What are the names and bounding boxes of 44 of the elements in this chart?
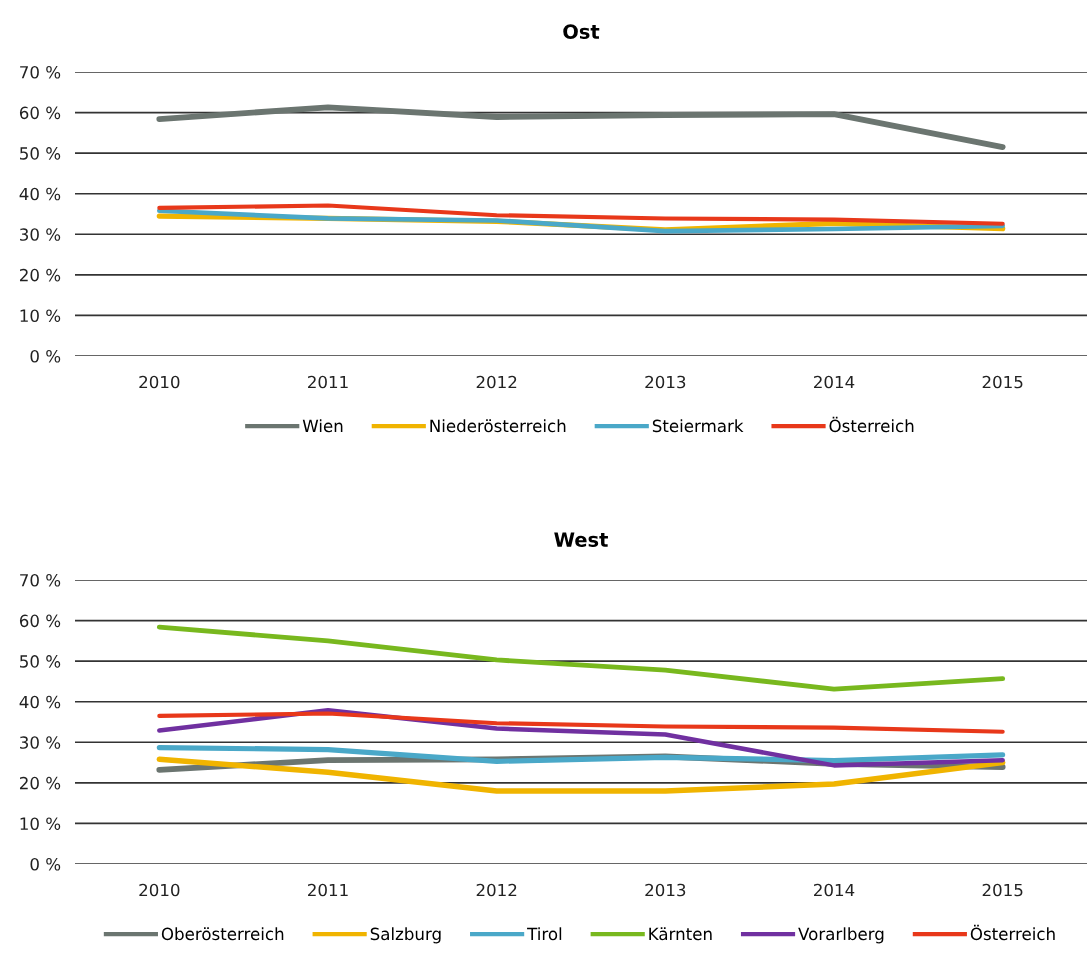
legend-label: Vorarlberg xyxy=(798,927,884,944)
x-tick-label: 2015 xyxy=(982,883,1023,897)
legend-label: Niederösterreich xyxy=(430,419,566,433)
legend-label: Kärnten xyxy=(649,927,712,941)
line-series xyxy=(156,624,1006,692)
line-series xyxy=(157,203,1005,226)
legend-label: Oberösterreich xyxy=(161,927,284,941)
legend-label: Tirol xyxy=(527,927,562,941)
x-tick-label: 2012 xyxy=(476,375,517,389)
chart-title: Ost xyxy=(563,24,600,39)
y-tick-label: 30 % xyxy=(20,228,61,241)
legend-label: Österreich xyxy=(970,924,1055,941)
y-tick-label: 40 % xyxy=(19,187,61,201)
y-tick-label: 50 % xyxy=(20,655,61,668)
x-tick-label: 2010 xyxy=(139,375,180,389)
y-tick-label: 10 % xyxy=(20,817,61,830)
y-tick-label: 0 % xyxy=(30,857,61,871)
y-tick-label: 30 % xyxy=(20,736,61,749)
chart-title: West xyxy=(554,532,608,547)
legend-label: Steiermark xyxy=(652,419,744,433)
line-series xyxy=(157,711,1005,734)
x-tick-label: 2014 xyxy=(814,375,855,389)
x-tick-label: 2011 xyxy=(308,375,348,389)
y-tick-label: 20 % xyxy=(19,776,61,790)
x-tick-label: 2015 xyxy=(982,375,1023,389)
y-tick-label: 70 % xyxy=(20,65,61,79)
x-tick-label: 2011 xyxy=(308,883,348,897)
y-tick-label: 40 % xyxy=(19,695,61,709)
y-tick-label: 60 % xyxy=(19,106,61,120)
y-tick-label: 70 % xyxy=(20,573,61,587)
x-tick-label: 2013 xyxy=(645,375,686,389)
x-tick-label: 2014 xyxy=(814,883,855,897)
y-tick-label: 60 % xyxy=(19,614,61,628)
legend-label: Österreich xyxy=(829,416,914,433)
y-tick-label: 20 % xyxy=(19,268,61,282)
x-tick-label: 2012 xyxy=(476,883,517,897)
y-tick-label: 0 % xyxy=(30,349,61,363)
legend-label: Wien xyxy=(302,419,343,433)
legend-label: Salzburg xyxy=(370,927,441,944)
x-tick-label: 2010 xyxy=(139,883,180,897)
line-series xyxy=(156,208,1006,234)
y-tick-label: 10 % xyxy=(20,309,61,322)
x-tick-label: 2013 xyxy=(645,883,686,897)
y-tick-label: 50 % xyxy=(20,147,61,160)
